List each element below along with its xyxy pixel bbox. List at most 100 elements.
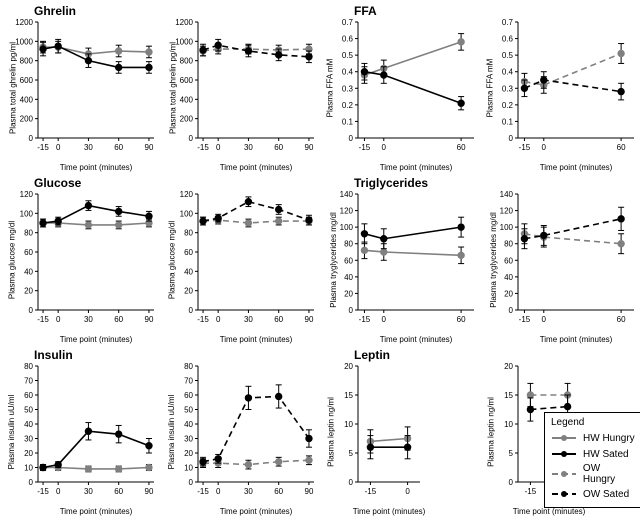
svg-text:800: 800: [180, 57, 194, 66]
svg-text:-15: -15: [519, 315, 531, 324]
svg-text:0.5: 0.5: [342, 51, 354, 60]
svg-text:90: 90: [145, 143, 154, 152]
svg-text:30: 30: [244, 487, 253, 496]
y-axis-label: Plasma FFA mM: [325, 59, 334, 118]
svg-text:20: 20: [504, 289, 513, 298]
svg-text:0.4: 0.4: [342, 68, 354, 77]
svg-text:0: 0: [542, 143, 547, 152]
svg-text:60: 60: [184, 248, 193, 257]
svg-text:90: 90: [145, 487, 154, 496]
svg-text:20: 20: [344, 362, 353, 371]
svg-text:1000: 1000: [175, 37, 193, 46]
svg-text:60: 60: [24, 248, 33, 257]
panel-tg-ow: 020406080100120140-15060Plasma tryglycer…: [484, 176, 640, 344]
svg-text:60: 60: [274, 143, 283, 152]
x-axis-label: Time point (minutes): [60, 163, 133, 172]
legend-item: HW Sated: [551, 447, 635, 461]
svg-text:0: 0: [56, 315, 61, 324]
legend-label: OW Sated: [583, 489, 629, 500]
svg-text:0.2: 0.2: [502, 101, 514, 110]
svg-text:40: 40: [504, 273, 513, 282]
svg-text:30: 30: [244, 143, 253, 152]
svg-text:0: 0: [189, 478, 194, 487]
svg-text:20: 20: [504, 362, 513, 371]
panel-leptin-hw: 05101520-150LeptinPlasma leptin ng/mlTim…: [324, 348, 480, 516]
svg-text:200: 200: [20, 115, 34, 124]
svg-text:0.7: 0.7: [502, 18, 514, 27]
x-axis-label: Time point (minutes): [220, 163, 293, 172]
svg-text:0: 0: [349, 134, 354, 143]
svg-text:0: 0: [29, 478, 34, 487]
svg-text:20: 20: [344, 289, 353, 298]
x-axis-label: Time point (minutes): [60, 335, 133, 344]
chart-title: Glucose: [34, 176, 81, 190]
svg-text:10: 10: [504, 420, 513, 429]
svg-text:0: 0: [349, 478, 354, 487]
svg-text:0: 0: [189, 306, 194, 315]
y-axis-label: Plasma tryglycerides mg/dl: [329, 212, 338, 308]
svg-text:40: 40: [24, 420, 33, 429]
panel-ffa-ow: 00.10.20.30.40.50.60.7-15060Plasma FFA m…: [484, 4, 640, 172]
svg-text:15: 15: [344, 391, 353, 400]
chart-title: Triglycerides: [354, 176, 428, 190]
svg-text:200: 200: [180, 115, 194, 124]
svg-text:10: 10: [184, 464, 193, 473]
svg-text:60: 60: [274, 487, 283, 496]
svg-text:50: 50: [184, 406, 193, 415]
legend-item: HW Hungry: [551, 431, 635, 445]
svg-text:-15: -15: [37, 315, 49, 324]
y-axis-label: Plasma total ghrelin pg/ml: [169, 42, 178, 134]
svg-text:0: 0: [509, 134, 514, 143]
svg-text:90: 90: [305, 315, 314, 324]
svg-text:60: 60: [617, 315, 626, 324]
svg-text:100: 100: [20, 209, 34, 218]
x-axis-label: Time point (minutes): [540, 335, 613, 344]
svg-text:0: 0: [56, 143, 61, 152]
legend-label: HW Sated: [583, 449, 629, 460]
svg-text:400: 400: [180, 95, 194, 104]
svg-text:0: 0: [29, 306, 34, 315]
x-axis-label: Time point (minutes): [220, 507, 293, 516]
svg-text:90: 90: [305, 143, 314, 152]
svg-text:1200: 1200: [15, 18, 33, 27]
y-axis-label: Plasma glucose mg/dl: [7, 221, 16, 299]
panel-insulin-ow: 01020304050607080-150306090Plasma insuli…: [164, 348, 320, 516]
svg-text:60: 60: [617, 143, 626, 152]
svg-text:600: 600: [20, 76, 34, 85]
svg-text:-15: -15: [37, 487, 49, 496]
svg-text:20: 20: [24, 449, 33, 458]
y-axis-label: Plasma leptin ng/ml: [486, 397, 495, 467]
svg-text:60: 60: [504, 256, 513, 265]
svg-text:20: 20: [24, 287, 33, 296]
svg-text:80: 80: [344, 240, 353, 249]
svg-text:-15: -15: [37, 143, 49, 152]
svg-text:30: 30: [24, 435, 33, 444]
svg-text:100: 100: [180, 209, 194, 218]
svg-text:-15: -15: [359, 143, 371, 152]
svg-text:20: 20: [184, 287, 193, 296]
panel-tg-hw: 020406080100120140-15060TriglyceridesPla…: [324, 176, 480, 344]
legend-label: HW Hungry: [583, 433, 635, 444]
svg-text:80: 80: [24, 362, 33, 371]
svg-text:1000: 1000: [15, 37, 33, 46]
svg-text:10: 10: [344, 420, 353, 429]
x-axis-label: Time point (minutes): [380, 163, 453, 172]
panel-ghrelin-hw: 020040060080010001200-150306090GhrelinPl…: [4, 4, 160, 172]
svg-text:120: 120: [20, 190, 34, 199]
svg-text:60: 60: [114, 143, 123, 152]
svg-text:0: 0: [509, 306, 514, 315]
svg-text:-15: -15: [525, 487, 537, 496]
y-axis-label: Plasma insulin uU/ml: [7, 395, 16, 470]
svg-text:-15: -15: [197, 315, 209, 324]
svg-text:60: 60: [114, 315, 123, 324]
svg-text:0: 0: [29, 134, 34, 143]
chart-title: Ghrelin: [34, 4, 76, 18]
svg-text:30: 30: [84, 315, 93, 324]
svg-text:40: 40: [184, 267, 193, 276]
svg-text:0: 0: [509, 478, 514, 487]
svg-text:40: 40: [344, 273, 353, 282]
svg-text:120: 120: [180, 190, 194, 199]
legend-item: OW Sated: [551, 487, 635, 501]
panel-ghrelin-ow: 020040060080010001200-150306090Plasma to…: [164, 4, 320, 172]
panel-insulin-hw: 01020304050607080-150306090InsulinPlasma…: [4, 348, 160, 516]
